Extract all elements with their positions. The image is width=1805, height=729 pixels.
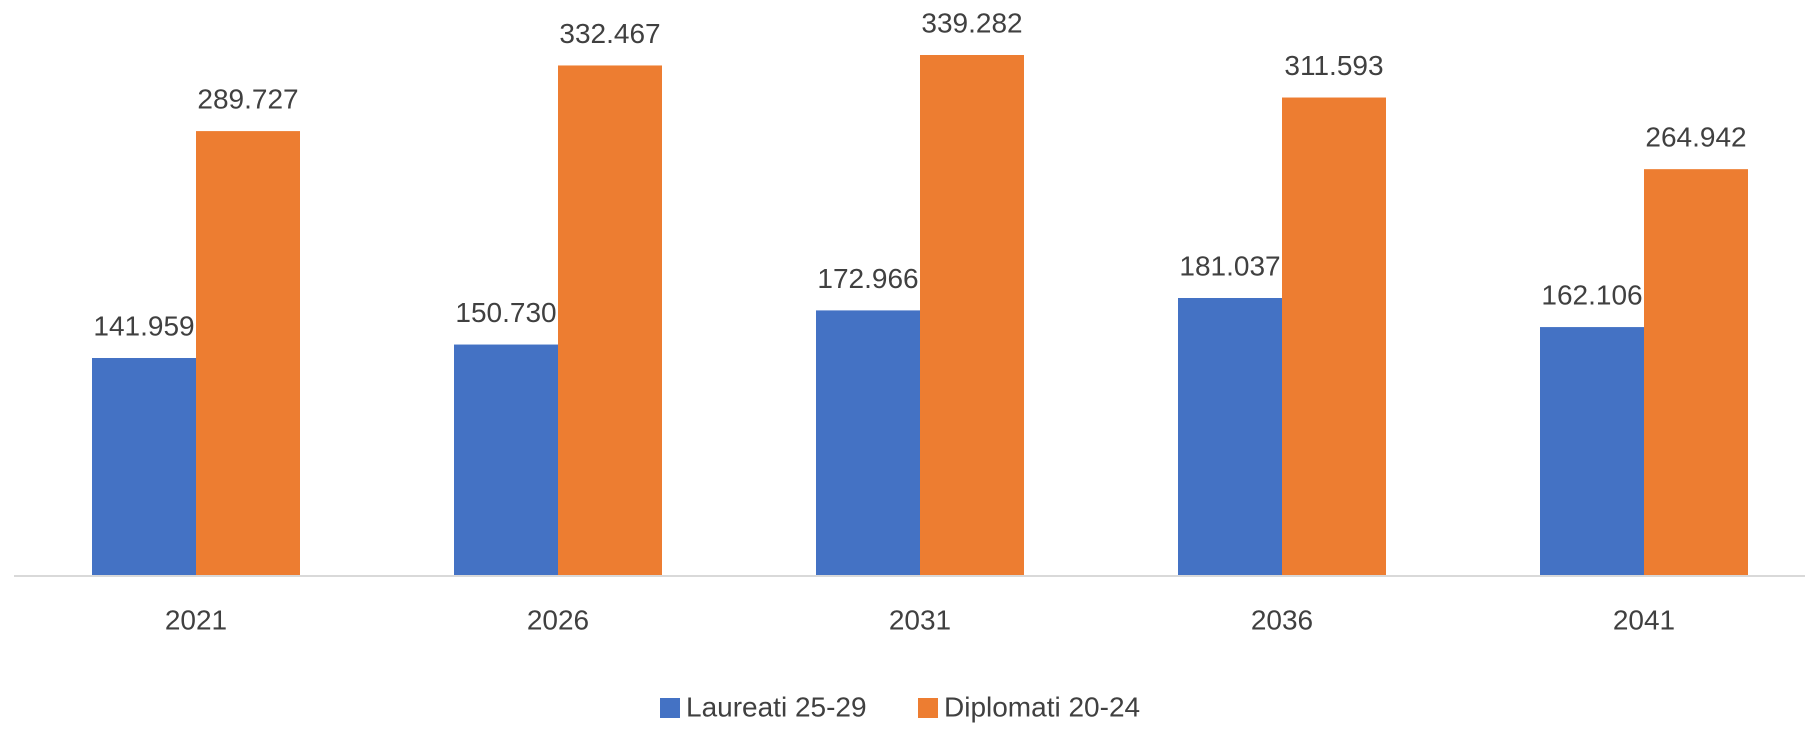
x-tick-label: 2021 xyxy=(165,604,227,635)
bar xyxy=(92,358,196,576)
value-label: 289.727 xyxy=(197,83,298,114)
value-label: 181.037 xyxy=(1179,250,1280,281)
x-tick-label: 2026 xyxy=(527,604,589,635)
bar xyxy=(454,344,558,576)
value-label: 264.942 xyxy=(1645,122,1746,153)
bar xyxy=(920,55,1024,576)
bar xyxy=(1644,169,1748,576)
value-label: 141.959 xyxy=(93,310,194,341)
bar xyxy=(1282,97,1386,577)
bar xyxy=(1178,298,1282,576)
legend-label: Laureati 25-29 xyxy=(686,691,867,722)
value-label: 172.966 xyxy=(817,263,918,294)
bar xyxy=(558,65,662,576)
x-tick-label: 2036 xyxy=(1251,604,1313,635)
bar xyxy=(1540,327,1644,576)
value-label: 162.106 xyxy=(1541,279,1642,310)
value-label: 150.730 xyxy=(455,297,556,328)
legend-swatch xyxy=(918,698,938,718)
bar xyxy=(196,131,300,577)
legend-swatch xyxy=(660,698,680,718)
value-label: 339.282 xyxy=(921,7,1022,38)
x-tick-label: 2041 xyxy=(1613,604,1675,635)
value-label: 332.467 xyxy=(559,18,660,49)
x-tick-label: 2031 xyxy=(889,604,951,635)
legend-label: Diplomati 20-24 xyxy=(944,691,1140,722)
bar xyxy=(816,310,920,576)
value-label: 311.593 xyxy=(1284,50,1383,81)
